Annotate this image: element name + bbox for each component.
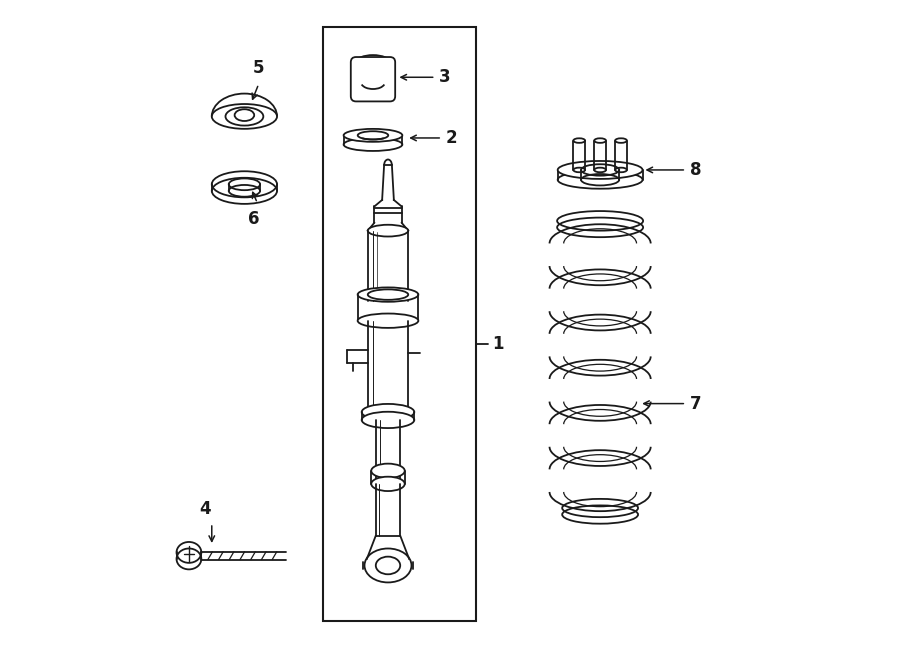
Text: 5: 5 [253, 59, 265, 77]
Ellipse shape [357, 313, 418, 328]
Ellipse shape [362, 404, 414, 420]
Text: 6: 6 [248, 210, 260, 229]
Ellipse shape [372, 477, 405, 491]
Text: 2: 2 [446, 129, 457, 147]
Ellipse shape [357, 288, 418, 302]
Ellipse shape [364, 549, 411, 582]
Text: 1: 1 [491, 334, 503, 352]
Ellipse shape [368, 225, 409, 237]
Text: 8: 8 [690, 161, 702, 179]
Ellipse shape [573, 138, 585, 143]
Ellipse shape [615, 138, 627, 143]
Ellipse shape [344, 129, 402, 142]
Text: 4: 4 [200, 500, 212, 518]
Ellipse shape [594, 138, 606, 143]
Bar [323, 27, 476, 621]
Ellipse shape [176, 542, 202, 563]
Text: 7: 7 [690, 395, 702, 412]
Ellipse shape [362, 412, 414, 428]
FancyBboxPatch shape [351, 57, 395, 101]
Text: 3: 3 [439, 68, 451, 87]
Ellipse shape [356, 55, 390, 69]
Ellipse shape [558, 161, 643, 179]
Ellipse shape [581, 164, 619, 176]
Ellipse shape [372, 463, 405, 478]
